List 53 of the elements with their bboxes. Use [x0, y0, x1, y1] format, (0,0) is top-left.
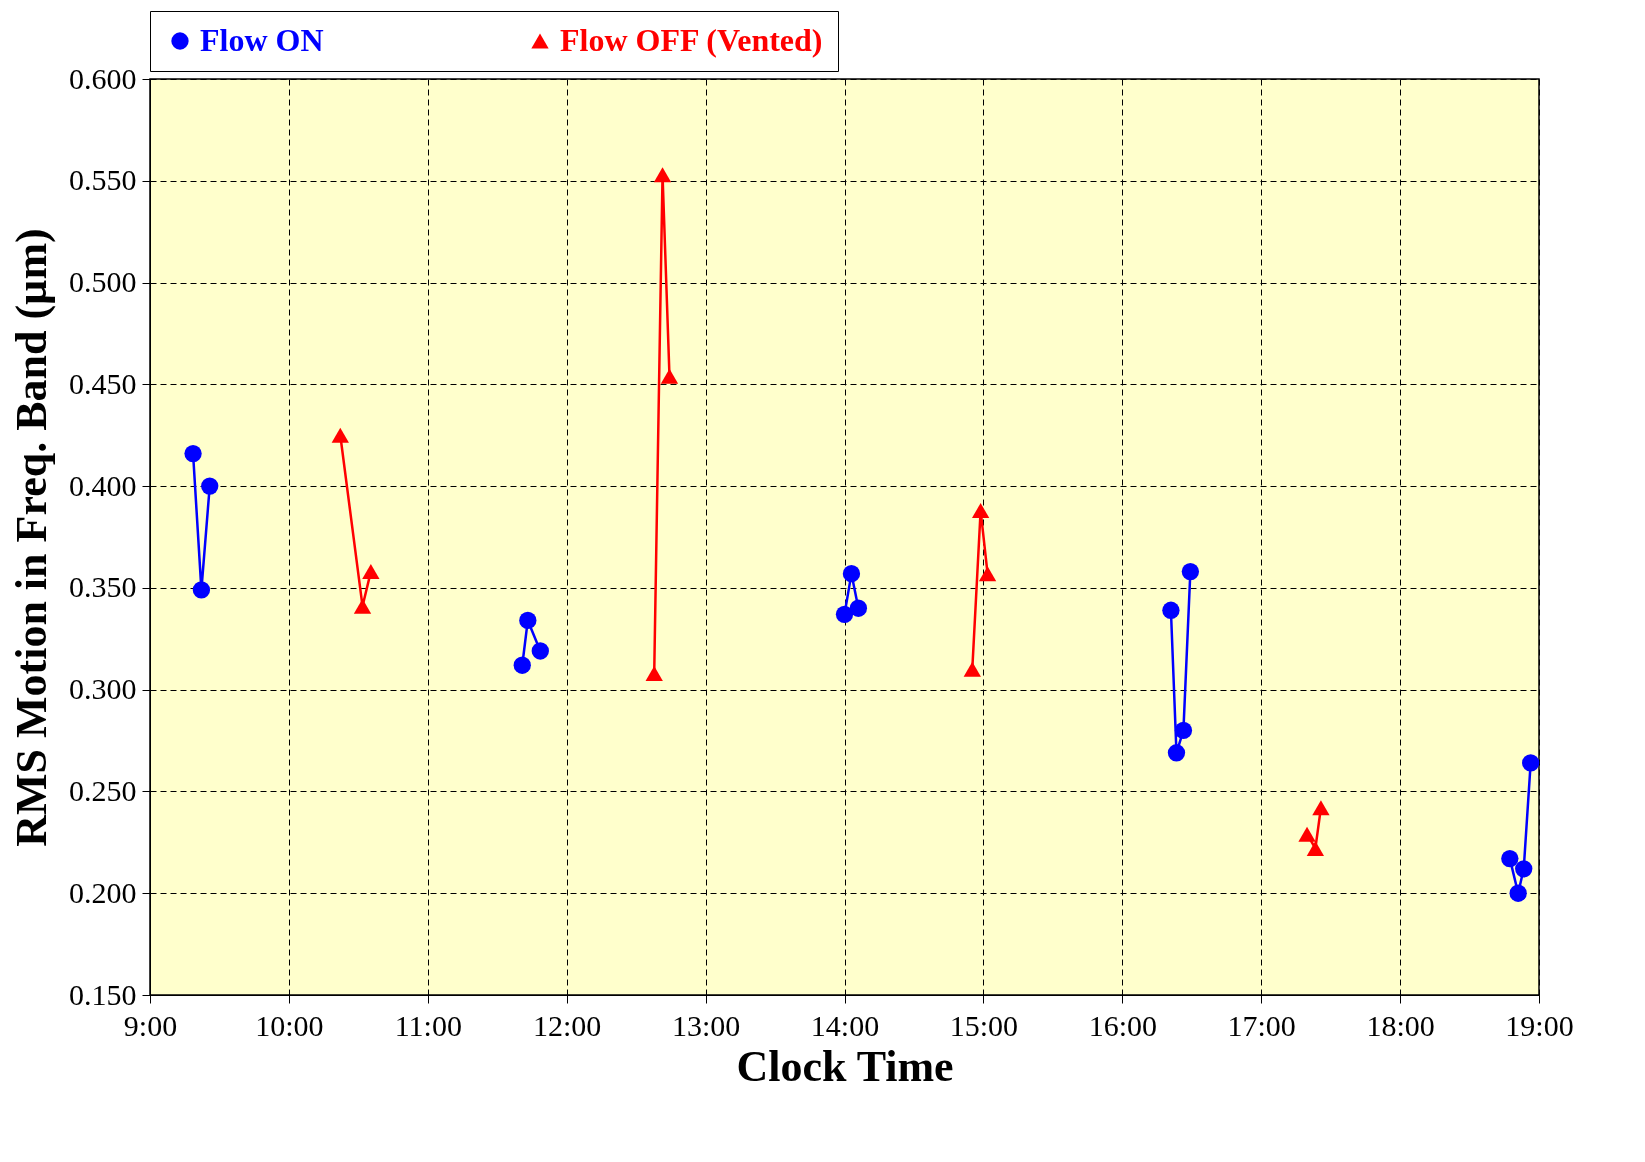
- point: [1167, 744, 1186, 762]
- x-tick-label: 9:00: [123, 1008, 178, 1042]
- point: [201, 477, 219, 495]
- y-tick-label: 0.200: [69, 875, 137, 909]
- point: [519, 611, 537, 630]
- y-tick-label: 0.300: [69, 672, 137, 706]
- y-tick-label: 0.150: [69, 977, 137, 1011]
- point: [531, 642, 549, 660]
- point: [331, 427, 349, 443]
- x-tick-label: 17:00: [1227, 1008, 1296, 1042]
- point: [1515, 860, 1533, 878]
- point: [1162, 601, 1180, 619]
- point: [362, 564, 380, 580]
- point: [653, 167, 672, 183]
- legend-label: Flow OFF (Vented): [560, 22, 823, 58]
- point: [1522, 754, 1540, 772]
- point: [971, 503, 990, 519]
- x-tick-label: 13:00: [671, 1008, 741, 1042]
- point: [513, 656, 531, 674]
- point: [842, 565, 861, 583]
- x-tick-label: 14:00: [810, 1008, 880, 1042]
- x-tick-label: 18:00: [1366, 1008, 1435, 1042]
- x-tick-label: 12:00: [533, 1008, 602, 1042]
- y-tick-label: 0.450: [69, 366, 137, 400]
- point: [1312, 800, 1330, 816]
- point: [963, 661, 981, 677]
- point: [1501, 849, 1519, 868]
- point: [849, 599, 868, 617]
- y-tick-label: 0.600: [69, 61, 137, 95]
- x-tick-label: 19:00: [1505, 1008, 1574, 1042]
- x-tick-label: 10:00: [255, 1008, 324, 1042]
- y-tick-label: 0.550: [69, 163, 137, 197]
- point: [835, 605, 854, 623]
- x-tick-label: 16:00: [1088, 1008, 1157, 1042]
- point: [1174, 721, 1193, 740]
- point: [1181, 562, 1200, 581]
- point: [645, 665, 663, 681]
- y-tick-label: 0.250: [69, 773, 137, 807]
- point: [1306, 840, 1325, 856]
- y-axis-title: RMS Motion in Freq. Band (µm): [7, 228, 56, 847]
- legend-label: Flow ON: [200, 22, 324, 58]
- point: [184, 444, 202, 463]
- x-tick-label: 15:00: [949, 1008, 1019, 1042]
- y-tick-label: 0.500: [69, 265, 137, 299]
- x-axis-title: Clock Time: [736, 1041, 954, 1091]
- point: [978, 566, 997, 582]
- point: [192, 581, 211, 599]
- point: [1298, 826, 1316, 842]
- point: [660, 368, 679, 384]
- y-tick-label: 0.350: [69, 570, 137, 604]
- point: [1509, 884, 1527, 902]
- y-tick-label: 0.400: [69, 468, 137, 502]
- x-tick-label: 11:00: [394, 1008, 462, 1042]
